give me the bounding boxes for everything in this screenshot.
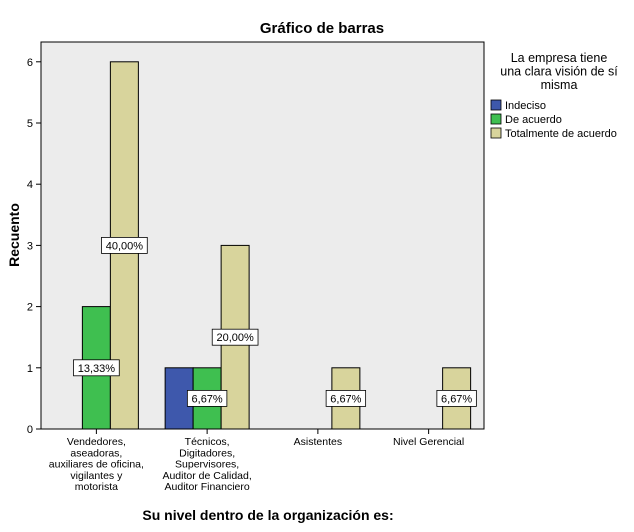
y-axis-title: Recuento (6, 203, 22, 267)
data-label-box (436, 389, 477, 407)
legend-title-line: misma (541, 78, 578, 92)
legend-item: Indeciso (505, 100, 546, 112)
legend-item: Totalmente de acuerdo (505, 128, 617, 140)
x-tick-label-line: Vendedores, (67, 436, 126, 448)
x-tick-label: Nivel Gerencial (393, 436, 464, 448)
data-label: 6,67% (441, 393, 472, 405)
legend-title-line: una clara visión de sí (500, 65, 618, 79)
legend-title: La empresa tiene una clara visión de sí mi… (500, 51, 618, 92)
y-tick-label: 5 (27, 118, 33, 130)
data-label: 13,33% (78, 363, 116, 375)
data-labels: 13,33% 40,00% 6,67% 20,00% 6,67% 6,67% (73, 236, 477, 407)
data-label: 20,00% (216, 332, 254, 344)
x-tick-label-line: aseadoras, (70, 447, 122, 459)
y-tick-label: 0 (27, 424, 33, 436)
x-tick-label-line: motorista (75, 481, 118, 493)
data-label-box (101, 236, 148, 254)
legend-swatch (490, 127, 502, 139)
legend: La empresa tiene una clara visión de sí mi… (490, 51, 618, 140)
data-label: 6,67% (192, 393, 223, 405)
bar (164, 367, 194, 430)
legend-item: De acuerdo (505, 114, 562, 126)
x-tick-label: Técnicos, Digitadores, Supervisores, Audito… (162, 436, 251, 493)
x-tick-label: Vendedores, aseadoras, auxiliares de ofici… (49, 436, 144, 493)
data-label-box (325, 389, 367, 407)
x-tick-label-line: Auditor Financiero (165, 481, 250, 493)
x-tick-label-line: Asistentes (294, 436, 342, 448)
data-label: 40,00% (106, 240, 144, 252)
y-tick-label: 4 (27, 179, 33, 191)
data-label: 6,67% (330, 393, 361, 405)
data-label-box (211, 328, 259, 346)
chart-title: Gráfico de barras (260, 20, 384, 37)
data-label-box (186, 389, 228, 407)
x-axis: Vendedores, aseadoras, auxiliares de ofici… (49, 429, 464, 493)
x-tick-label: Asistentes (294, 436, 342, 448)
legend-swatch (490, 99, 502, 111)
x-tick-label-line: Digitadores, (179, 447, 235, 459)
x-tick-label-line: Supervisores, (175, 459, 239, 471)
y-tick-label: 6 (27, 57, 33, 69)
y-tick-label: 3 (27, 240, 33, 252)
x-tick-label-line: Nivel Gerencial (393, 436, 464, 448)
y-tick-label: 2 (27, 302, 33, 314)
x-tick-label-line: vigilantes y (70, 470, 123, 482)
legend-swatch (490, 113, 502, 125)
x-tick-label-line: auxiliares de oficina, (49, 459, 144, 471)
data-label-box (73, 359, 120, 377)
x-axis-title: Su nivel dentro de la organización es: (142, 507, 393, 523)
y-tick-label: 1 (27, 363, 33, 375)
y-axis: 0 1 2 3 4 5 6 (27, 57, 41, 436)
x-tick-label-line: Técnicos, (185, 436, 230, 448)
legend-title-line: La empresa tiene (511, 51, 608, 65)
x-tick-label-line: Auditor de Calidad, (162, 470, 251, 482)
